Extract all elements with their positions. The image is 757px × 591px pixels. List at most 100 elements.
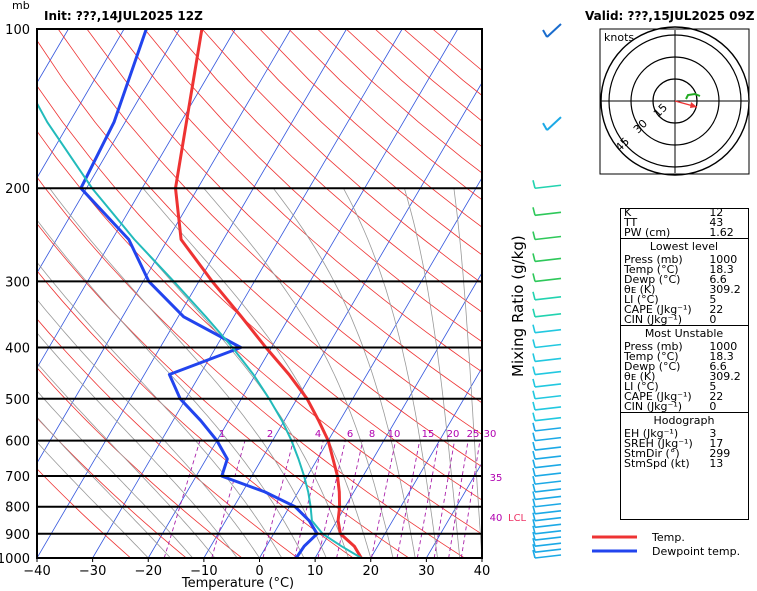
lowest-press-value: 1000	[709, 253, 738, 266]
hodo-eh-label: EH (Jkg⁻¹)	[624, 427, 679, 440]
pw-value: 1.62	[709, 226, 734, 239]
mixing-ratio-line	[416, 440, 440, 558]
wind-barb	[534, 357, 562, 363]
hodo-stmspd-value: 13	[709, 457, 724, 470]
wind-barb	[534, 510, 562, 515]
unstable-thetae-label: θᴇ (K)	[624, 370, 656, 383]
y-tick-label: 900	[5, 528, 30, 543]
wind-barb	[546, 23, 562, 38]
lowest-li-value: 5	[709, 293, 717, 306]
wind-barb-flag	[532, 491, 536, 500]
y-tick-label: 800	[5, 501, 30, 516]
series-line-temp-	[174, 29, 363, 558]
legend-dew-label: Dewpoint temp.	[652, 545, 740, 558]
dry-adiabat	[37, 85, 482, 501]
dry-adiabat	[230, 29, 482, 256]
wind-barb-flag	[532, 231, 536, 240]
wind-barb-flag	[532, 525, 536, 534]
wind-barb	[534, 370, 562, 376]
index-row-tt: TT 43	[620, 216, 748, 229]
wind-barb-flag	[532, 291, 536, 300]
wind-barb-flag	[532, 441, 536, 451]
wind-barb-flag	[542, 29, 548, 38]
lowest-temp-row: Temp (°C) 18.3	[620, 263, 748, 276]
dry-adiabat	[115, 29, 482, 373]
mixing-ratio-label: 15	[422, 429, 435, 440]
section-hodograph: Hodograph	[620, 412, 748, 429]
isotherm	[203, 81, 482, 558]
unstable-cin-label: CIN (Jkg⁻¹)	[624, 400, 683, 413]
wind-barb-flag	[532, 207, 536, 216]
x-tick-label: 20	[362, 564, 379, 579]
wind-barb-flag	[532, 505, 536, 514]
wind-barb-flag	[532, 324, 536, 333]
hodo-stmdir-label: StmDir (°)	[624, 447, 680, 460]
pw-label: PW (cm)	[624, 226, 671, 239]
wind-barb	[534, 480, 562, 485]
wind-barb-flag	[532, 543, 536, 553]
index-row-k: K 12	[620, 206, 748, 219]
wind-barb	[534, 211, 562, 217]
hodo-eh-row: EH (Jkg⁻¹) 3	[620, 427, 748, 440]
wind-barb-flag	[532, 308, 536, 318]
wind-barb	[534, 523, 562, 529]
mixing-ratio-line	[294, 440, 324, 558]
lowest-cape-label: CAPE (Jkg⁻¹)	[624, 303, 692, 316]
dry-adiabat	[172, 29, 482, 313]
unstable-dewp-label: Dewp (°C)	[624, 360, 681, 373]
unstable-cape-value: 22	[709, 390, 724, 403]
y-tick-label: 600	[5, 435, 30, 450]
dry-adiabat	[37, 468, 132, 558]
wind-barb	[534, 488, 562, 493]
wind-barb	[534, 536, 562, 541]
y-tick-label: 200	[5, 182, 30, 197]
storm-motion-arrowhead	[690, 102, 697, 108]
unstable-li-label: LI (°C)	[624, 380, 659, 393]
isotherm	[314, 272, 482, 558]
y-tick-label: 400	[5, 341, 30, 356]
tt-value: 43	[709, 216, 724, 229]
lowest-cin-value: 0	[709, 313, 717, 326]
wind-barb	[534, 406, 562, 411]
wind-barb-column	[532, 23, 562, 559]
mixing-ratio-label: 2	[267, 429, 273, 440]
unstable-temp-label: Temp (°C)	[624, 350, 679, 363]
lowest-press-row: Press (mb) 1000	[620, 253, 748, 266]
wind-barb-flag	[532, 538, 536, 547]
mixing-ratio-line	[336, 440, 364, 558]
wind-barb	[534, 427, 562, 432]
hodo-sreh-row: SREH (Jkg⁻¹) 17	[620, 437, 748, 450]
mixing-ratio-line	[262, 440, 294, 558]
wind-barb-flag	[532, 512, 536, 521]
wind-barb	[534, 313, 562, 318]
dry-adiabat	[201, 29, 482, 284]
x-tick-label: 0	[255, 564, 263, 579]
hodo-stmspd-row: StmSpd (kt) 13	[620, 457, 748, 470]
wind-barb-flag	[532, 339, 536, 348]
wind-barb-flag	[532, 273, 536, 282]
lowest-temp-value: 18.3	[709, 263, 734, 276]
wind-barb	[534, 394, 562, 400]
wind-barb-flag	[532, 459, 536, 468]
wind-barb-flag	[532, 519, 536, 528]
wind-barb-flag	[532, 549, 536, 559]
unstable-press-value: 1000	[709, 340, 738, 353]
wind-barb	[534, 328, 562, 334]
mixing-ratio-line	[460, 440, 481, 558]
k-label: K	[624, 206, 632, 219]
unstable-title: Most Unstable	[620, 325, 748, 342]
hodo-sreh-value: 17	[709, 437, 724, 450]
unstable-dewp-row: Dewp (°C) 6.6	[620, 360, 748, 373]
dry-adiabat	[144, 29, 482, 343]
unstable-press-row: Press (mb) 1000	[620, 340, 748, 353]
wind-barb-flag	[542, 122, 548, 131]
y-tick-label: 500	[5, 393, 30, 408]
wind-barb-flag	[532, 180, 536, 189]
dry-adiabat	[37, 39, 482, 468]
mb-unit-label: mb	[12, 0, 30, 12]
isotherm	[37, 29, 125, 179]
mixing-ratio-line	[370, 440, 397, 558]
lowest-cape-value: 22	[709, 303, 724, 316]
